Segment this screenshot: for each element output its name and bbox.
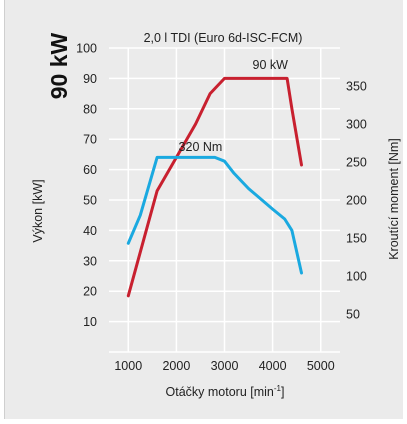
right-axis-ticks: 50 100 150 200 250 300 350: [346, 80, 367, 322]
left-axis-label: Výkon [kW]: [31, 179, 45, 242]
x-tick-label: 3000: [211, 359, 239, 373]
left-tick-label: 70: [83, 133, 97, 147]
x-tick-label: 5000: [307, 359, 335, 373]
power-badge: 90 kW: [46, 32, 72, 99]
right-tick-label: 150: [346, 232, 367, 246]
left-tick-label: 90: [83, 72, 97, 86]
torque-peak-label: 320 Nm: [179, 140, 223, 154]
right-tick-label: 250: [346, 156, 367, 170]
x-tick-label: 4000: [259, 359, 287, 373]
right-tick-label: 50: [346, 308, 360, 322]
x-axis-label: Otáčky motoru [min-1]: [166, 384, 285, 399]
x-axis-ticks: 1000 2000 3000 4000 5000: [114, 359, 334, 373]
right-tick-label: 200: [346, 194, 367, 208]
left-tick-label: 10: [83, 315, 97, 329]
left-tick-label: 60: [83, 163, 97, 177]
left-tick-label: 40: [83, 224, 97, 238]
right-tick-label: 100: [346, 270, 367, 284]
left-axis-ticks: 10 20 30 40 50 60 70 80 90 100: [76, 42, 97, 330]
engine-chart: 90 kW 2,0 l TDI (Euro 6d-ISC-FCM) 10 20 30…: [31, 31, 401, 399]
left-tick-label: 30: [83, 254, 97, 268]
engine-chart-card: 90 kW 2,0 l TDI (Euro 6d-ISC-FCM) 10 20 30…: [4, 0, 403, 419]
x-tick-label: 2000: [162, 359, 190, 373]
power-peak-label: 90 kW: [253, 58, 289, 72]
right-tick-label: 300: [346, 118, 367, 132]
chart-title: 2,0 l TDI (Euro 6d-ISC-FCM): [144, 31, 303, 45]
left-tick-label: 100: [76, 42, 97, 56]
left-tick-label: 80: [83, 102, 97, 116]
torque-curve: [126, 155, 303, 275]
series-layer: [126, 76, 303, 298]
power-curve: [126, 76, 303, 298]
left-tick-label: 20: [83, 285, 97, 299]
series-labels: 90 kW 320 Nm: [179, 58, 289, 154]
right-tick-label: 350: [346, 80, 367, 94]
left-tick-label: 50: [83, 194, 97, 208]
right-axis-label: Kroutící moment [Nm]: [387, 138, 401, 260]
x-tick-label: 1000: [114, 359, 142, 373]
